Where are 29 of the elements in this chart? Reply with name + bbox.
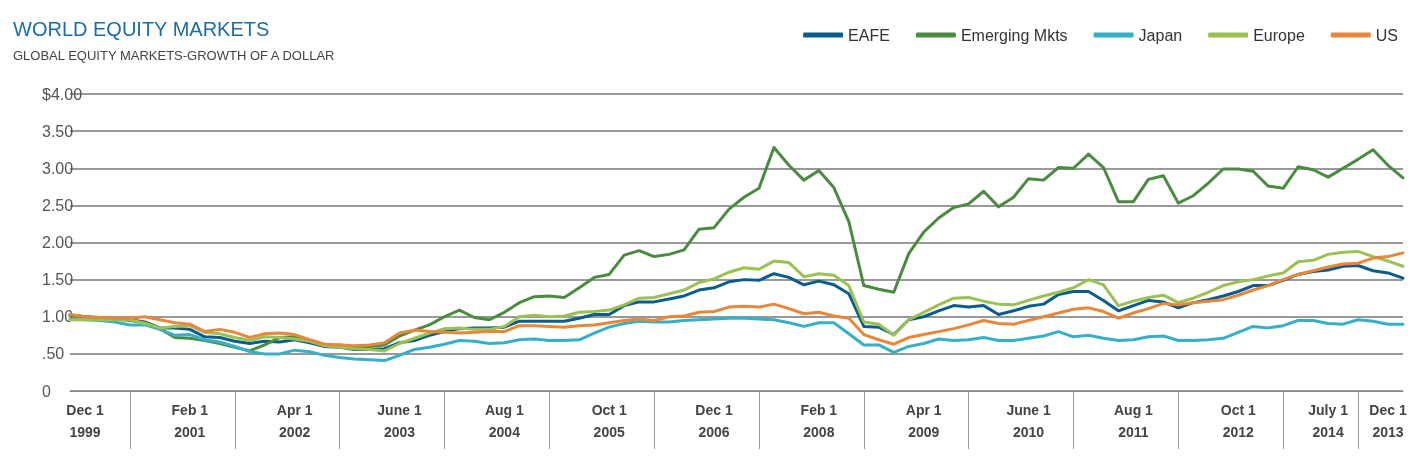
x-tick-label: June 1 2010 xyxy=(1006,402,1051,440)
x-tick-label: Feb 1 2001 xyxy=(171,402,209,440)
y-tick-label: 2.50 xyxy=(42,196,74,214)
y-tick-label: 1.50 xyxy=(42,271,74,289)
legend-label: Europe xyxy=(1253,26,1305,44)
chart-subtitle: GLOBAL EQUITY MARKETS-GROWTH OF A DOLLAR xyxy=(13,48,335,63)
y-tick-label: 2.00 xyxy=(42,234,74,251)
y-tick-label: 3.50 xyxy=(42,122,74,140)
y-tick-label: 0 xyxy=(42,382,51,400)
x-tick-label: Feb 1 2008 xyxy=(800,402,838,440)
legend-label: Japan xyxy=(1138,26,1183,44)
x-tick-label: Dec 1 2006 xyxy=(695,402,733,440)
chart-title: WORLD EQUITY MARKETS xyxy=(13,18,270,40)
legend-label: EAFE xyxy=(848,26,890,44)
legend-label: US xyxy=(1375,26,1399,44)
legend-label: Emerging Mkts xyxy=(960,26,1068,44)
x-tick-label: July 1 2014 xyxy=(1308,402,1349,440)
y-tick-label: $4.00 xyxy=(42,85,83,103)
y-tick-label: 3.00 xyxy=(42,159,74,177)
x-tick-label: Dec 1 2013 xyxy=(1369,402,1407,440)
x-tick-label: Apr 1 2009 xyxy=(905,402,942,440)
x-tick-label: Apr 1 2002 xyxy=(276,402,313,440)
y-tick-label: .50 xyxy=(42,345,65,363)
x-tick-label: Aug 1 2004 xyxy=(484,402,525,440)
x-tick-label: Aug 1 2011 xyxy=(1113,402,1154,440)
x-tick-label: Oct 1 2012 xyxy=(1220,402,1256,440)
x-tick-label: Oct 1 2005 xyxy=(591,402,627,440)
x-tick-label: June 1 2003 xyxy=(377,402,422,440)
x-tick-label: Dec 1 1999 xyxy=(66,402,104,440)
